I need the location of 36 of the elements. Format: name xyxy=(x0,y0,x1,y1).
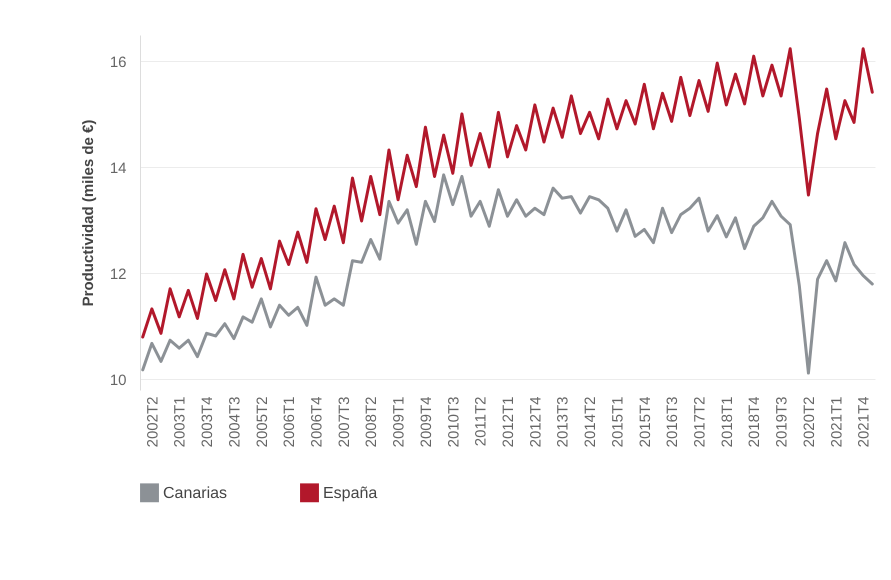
x-tick-label: 2021T4 xyxy=(856,396,873,448)
x-tick-label: 2012T1 xyxy=(500,396,517,448)
x-tick-label: 2019T3 xyxy=(774,396,791,448)
line-series xyxy=(141,173,874,375)
x-tick-label: 2016T3 xyxy=(664,396,682,448)
line-series xyxy=(141,47,874,339)
x-tick-label: 2008T2 xyxy=(363,396,380,448)
x-tick-label: 2014T2 xyxy=(582,396,600,448)
y-axis-title: Productividad (miles de €) xyxy=(80,120,97,306)
legend-label: España xyxy=(323,484,378,502)
y-tick-label: 12 xyxy=(110,266,126,283)
x-tick-label: 2005T2 xyxy=(254,396,271,448)
x-tick-label: 2002T2 xyxy=(144,396,162,448)
x-tick-label: 2010T3 xyxy=(445,396,462,448)
x-tick-label: 2006T4 xyxy=(308,396,326,448)
x-tick-label: 2020T2 xyxy=(800,396,818,448)
y-tick-label: 10 xyxy=(110,372,126,389)
x-tick-label: 2006T1 xyxy=(281,396,298,448)
x-tick-label: 2018T4 xyxy=(746,396,764,448)
y-tick-label: 14 xyxy=(110,160,126,177)
x-tick-label: 2018T1 xyxy=(718,396,736,448)
x-tick-label: 2004T3 xyxy=(226,396,244,448)
x-tick-label: 2003T4 xyxy=(199,396,216,448)
x-tick-label: 2009T1 xyxy=(390,396,408,448)
x-tick-label: 2017T2 xyxy=(692,396,708,448)
y-tick-label: 16 xyxy=(110,54,126,71)
x-tick-label: 2015T1 xyxy=(609,396,626,448)
x-tick-label: 2015T4 xyxy=(636,396,654,448)
x-tick-label: 2013T3 xyxy=(554,396,572,448)
x-tick-label: 2021T1 xyxy=(828,396,846,448)
x-tick-label: 2012T4 xyxy=(527,396,544,448)
x-tick-label: 2009T4 xyxy=(418,396,435,448)
x-tick-label: 2011T2 xyxy=(472,396,490,446)
x-tick-label: 2007T3 xyxy=(336,396,353,448)
legend-label: Canarias xyxy=(163,484,228,502)
x-tick-label: 2003T1 xyxy=(172,396,189,448)
